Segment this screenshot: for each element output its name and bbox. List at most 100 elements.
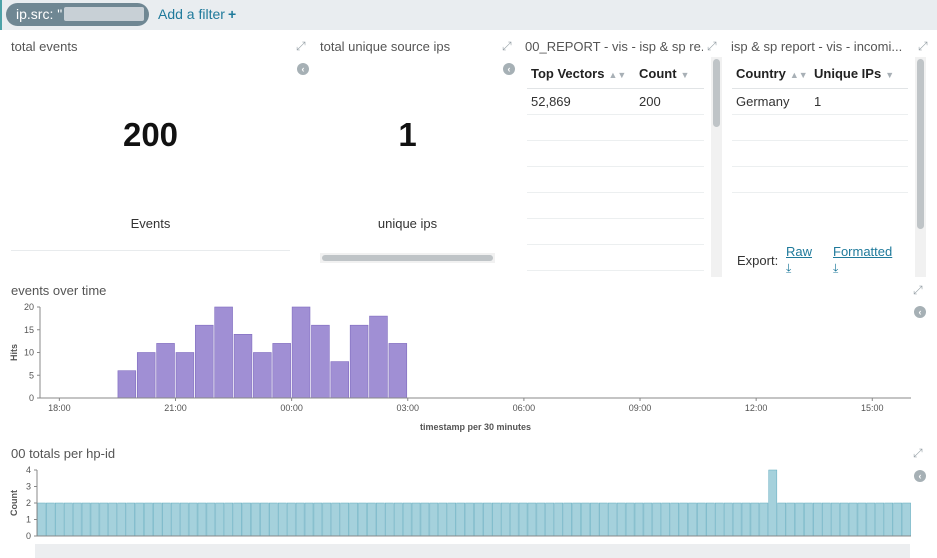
chart-bar — [902, 502, 911, 537]
chart-bar — [625, 502, 635, 537]
expand-icon[interactable]: ⤢ — [918, 39, 928, 53]
chart-bar — [322, 502, 332, 537]
chart-bar — [420, 502, 430, 537]
chart-bar — [804, 502, 813, 537]
chart-scroll-region[interactable] — [35, 544, 910, 558]
expand-icon[interactable]: ⤢ — [707, 39, 717, 53]
column-header-unique-ips[interactable]: Unique IPs ▼ — [810, 60, 908, 89]
column-header-top-vectors[interactable]: Top Vectors ▲▼ — [527, 60, 635, 89]
chart-bar — [170, 502, 180, 537]
chart-bar — [367, 502, 376, 537]
chart-bar — [349, 324, 369, 399]
chart-bar — [144, 502, 153, 537]
expand-icon[interactable]: ⤢ — [296, 39, 306, 53]
chart-bar — [777, 502, 786, 537]
chart-bar — [63, 502, 73, 537]
collapse-arrow-icon[interactable]: ‹ — [914, 306, 926, 318]
chart-bar — [545, 502, 555, 537]
chart-bar — [313, 502, 323, 537]
totals-per-hp-chart: 0 1 2 3 4 Count — [9, 465, 911, 541]
filter-pill[interactable]: ip.src: " — [6, 3, 149, 26]
chart-bar — [679, 502, 688, 537]
scrollbar-thumb[interactable] — [713, 59, 720, 127]
chart-bar — [108, 502, 118, 537]
chart-bar — [723, 502, 733, 537]
sort-icon[interactable]: ▲▼ — [608, 70, 627, 81]
download-icon[interactable]: ⤓ — [786, 261, 792, 275]
plus-icon: + — [227, 6, 237, 22]
vertical-scrollbar[interactable] — [711, 57, 722, 277]
isp-report-table: Country ▲▼ Unique IPs ▼ Germany 1 — [732, 60, 908, 193]
chart-bar — [330, 361, 349, 399]
chart-bar — [491, 502, 501, 537]
add-filter-button[interactable]: Add a filter + — [158, 6, 236, 22]
chart-bar — [54, 502, 64, 537]
collapse-arrow-icon[interactable]: ‹ — [914, 470, 926, 482]
chart-bar — [188, 502, 198, 537]
chart-bar — [224, 502, 234, 537]
chart-bar — [272, 343, 291, 399]
export-formatted-link[interactable]: Formatted — [833, 244, 893, 259]
chart-bar — [99, 502, 109, 537]
events-over-time-chart: 0 5 10 15 20 18:00 21:00 00:00 03:00 06:00 09:00 12… — [9, 302, 911, 432]
scrollbar-thumb[interactable] — [322, 255, 493, 261]
y-tick-label: 4 — [26, 465, 31, 475]
chart-bar — [652, 502, 662, 537]
chart-bar — [572, 502, 581, 537]
filter-bar — [0, 0, 937, 30]
chart-bar — [349, 502, 358, 537]
x-tick-label: 15:00 — [861, 403, 884, 413]
export-raw-link[interactable]: Raw — [786, 244, 813, 259]
collapse-arrow-icon[interactable]: ‹ — [503, 63, 515, 75]
chart-bar — [670, 502, 679, 537]
chart-bar — [857, 502, 867, 537]
chart-bar — [599, 502, 608, 537]
expand-icon[interactable]: ⤢ — [502, 39, 512, 53]
chart-bar — [331, 502, 341, 537]
sort-desc-icon[interactable]: ▼ — [680, 70, 690, 81]
chart-bar — [527, 502, 537, 537]
chart-bar — [607, 502, 617, 537]
chart-bar — [277, 502, 287, 537]
metric-label-unique-ips: unique ips — [377, 216, 438, 231]
chart-bar — [253, 352, 272, 399]
column-header-count[interactable]: Count ▼ — [635, 60, 704, 89]
chart-bar — [304, 502, 314, 537]
chart-bar — [311, 324, 330, 399]
panel-title-isp-report: isp & sp report - vis - incomi... — [731, 39, 903, 54]
y-tick-label: 10 — [24, 348, 34, 358]
scrollbar-thumb[interactable] — [917, 59, 924, 229]
column-header-country[interactable]: Country ▲▼ — [732, 60, 810, 89]
chart-bar — [429, 502, 439, 537]
expand-icon[interactable]: ⤢ — [913, 283, 923, 297]
chart-bar — [697, 502, 706, 537]
chart-bar — [786, 502, 795, 537]
cell-top-vector: 52,869 — [527, 88, 635, 115]
chart-bar — [197, 502, 207, 537]
table-row — [527, 192, 704, 219]
chart-bar — [37, 502, 46, 537]
x-tick-label: 18:00 — [48, 403, 71, 413]
sort-icon[interactable]: ▲▼ — [789, 70, 808, 81]
chart-bar — [81, 502, 91, 537]
chart-bar — [233, 333, 253, 399]
x-axis-title: timestamp per 30 minutes — [420, 422, 531, 432]
chart-bar — [286, 502, 296, 537]
chart-bar — [581, 502, 590, 537]
chart-bar — [269, 502, 278, 537]
chart-bar — [295, 502, 305, 537]
y-tick-label: 0 — [26, 531, 31, 541]
download-icon[interactable]: ⤓ — [833, 261, 839, 275]
cell-count: 200 — [635, 88, 704, 115]
chart-bar — [388, 343, 408, 399]
chart-bar — [750, 502, 760, 537]
y-axis-title: Count — [9, 490, 19, 516]
collapse-arrow-icon[interactable]: ‹ — [297, 63, 309, 75]
sort-desc-icon[interactable]: ▼ — [885, 70, 895, 81]
chart-bar — [474, 502, 483, 537]
chart-bar — [884, 502, 894, 537]
expand-icon[interactable]: ⤢ — [913, 446, 923, 460]
chart-bar — [162, 502, 171, 537]
panel-title-report: 00_REPORT - vis - isp & sp re... — [525, 39, 703, 54]
chart-bar — [688, 502, 697, 537]
